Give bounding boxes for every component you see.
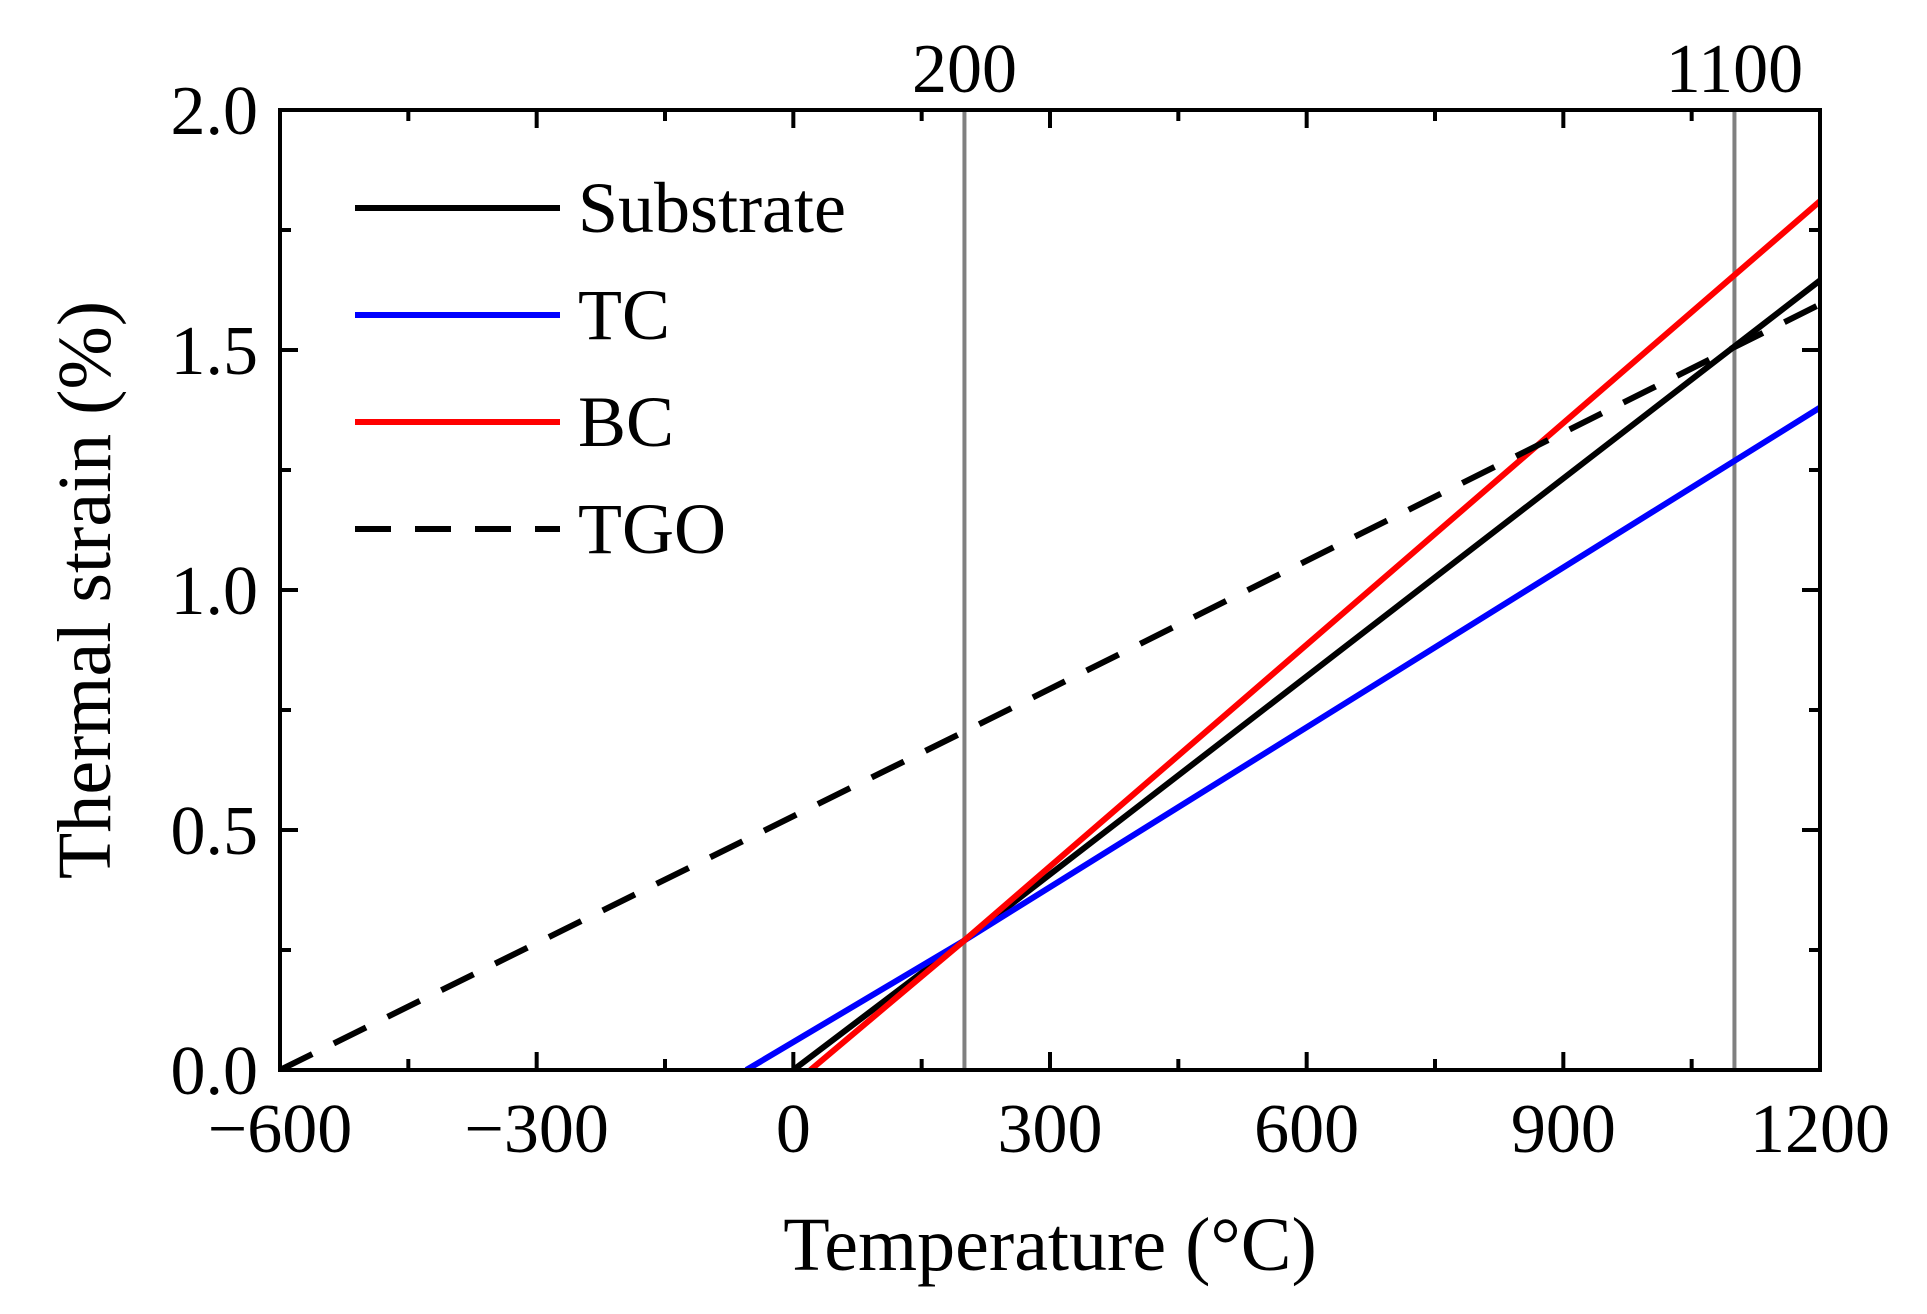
legend-label: BC <box>578 382 674 462</box>
legend-item-bc: BC <box>355 382 674 462</box>
reference-lines <box>962 110 1737 1070</box>
series-line-tc <box>744 405 1820 1070</box>
x-tick-label: 1200 <box>1750 1091 1890 1168</box>
legend-item-tc: TC <box>355 275 670 355</box>
y-axis-title: Thermal strain (%) <box>43 301 127 879</box>
x-axis-title: Temperature (°C) <box>783 1203 1317 1287</box>
x-tick-label: 900 <box>1511 1091 1616 1168</box>
legend-label: TGO <box>578 489 726 569</box>
legend-label: Substrate <box>578 168 846 248</box>
legend-item-substrate: Substrate <box>355 168 846 248</box>
axis-ticks <box>278 108 1822 1072</box>
x-tick-label: −300 <box>464 1091 608 1168</box>
legend: Substrate TC BC TGO <box>355 168 846 569</box>
series-lines <box>280 198 1820 1070</box>
y-tick-label: 1.0 <box>171 553 259 630</box>
y-tick-label: 0.0 <box>171 1033 259 1110</box>
series-line-tgo <box>280 301 1820 1070</box>
legend-label: TC <box>578 275 670 355</box>
legend-item-tgo: TGO <box>355 489 726 569</box>
reference-line-labels: 200 1100 <box>912 31 1803 108</box>
plot-frame <box>278 108 1822 1072</box>
y-tick-label: 1.5 <box>171 313 259 390</box>
x-tick-label: 0 <box>776 1091 811 1168</box>
reference-line-label-1100: 1100 <box>1666 31 1803 108</box>
reference-line-label-200: 200 <box>912 31 1017 108</box>
series-line-bc <box>808 198 1820 1070</box>
y-tick-label: 2.0 <box>171 73 259 150</box>
x-tick-label: 600 <box>1254 1091 1359 1168</box>
axis-tick-labels: −600 −300 0 300 600 900 1200 0.0 0.5 1.0 1.5 2.0 <box>171 73 1891 1168</box>
x-tick-label: −600 <box>208 1091 352 1168</box>
y-tick-label: 0.5 <box>171 793 259 870</box>
x-tick-label: 300 <box>998 1091 1103 1168</box>
